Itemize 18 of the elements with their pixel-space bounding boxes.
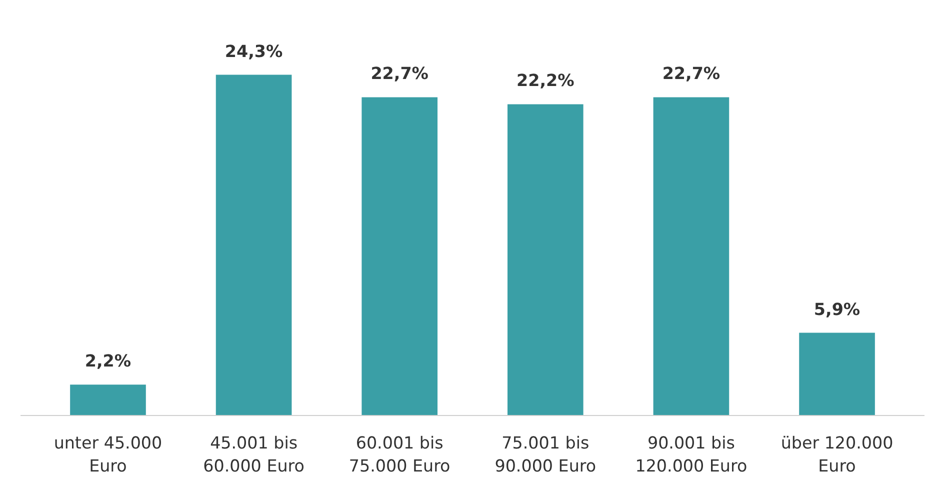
x-tick-label: über 120.000 Euro — [780, 434, 894, 476]
data-label: 22,7% — [662, 64, 720, 84]
data-label: 22,2% — [516, 71, 575, 90]
bar — [70, 384, 146, 416]
bar — [216, 74, 292, 416]
data-label: 22,7% — [370, 64, 429, 84]
bar — [362, 97, 438, 416]
x-tick-label: 60.001 bis 75.000 Euro — [348, 434, 450, 476]
bar — [799, 332, 875, 416]
x-tick-label: 90.001 bis 120.000 Euro — [635, 434, 748, 476]
x-tick-label: 45.001 bis 60.000 Euro — [203, 434, 304, 476]
bar — [507, 104, 584, 416]
data-label: 24,3% — [224, 42, 283, 61]
bar — [653, 97, 730, 416]
x-tick-label: 75.001 bis 90.000 Euro — [494, 434, 596, 476]
data-label: 5,9% — [814, 300, 860, 319]
data-label: 2,2% — [84, 352, 132, 371]
x-tick-label: unter 45.000 Euro — [54, 434, 162, 476]
